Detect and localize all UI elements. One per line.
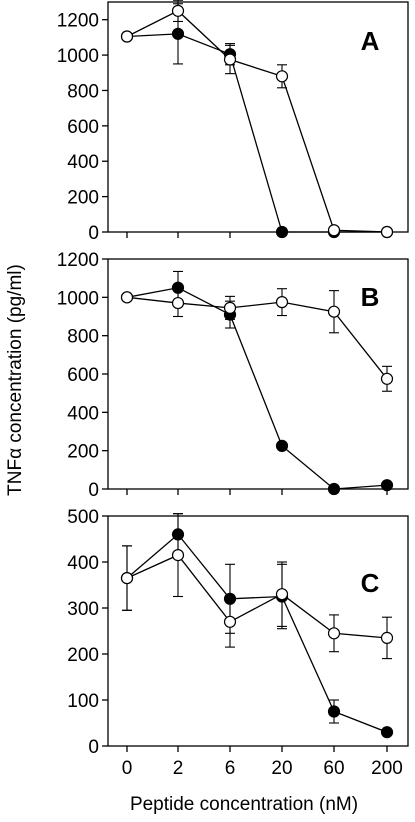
data-point — [327, 305, 341, 318]
data-point — [275, 588, 289, 601]
y-tick-label: 1200 — [57, 11, 99, 32]
x-tick-label: 6 — [225, 758, 236, 779]
panel-letter: A — [361, 26, 380, 56]
series-line — [126, 296, 388, 380]
y-tick-label: 400 — [67, 152, 99, 173]
data-point — [120, 571, 134, 585]
series-line — [126, 533, 388, 733]
x-tick-label: 20 — [271, 758, 292, 779]
y-tick-label: 800 — [67, 327, 99, 348]
panel-letter: C — [361, 568, 380, 598]
data-point — [275, 439, 289, 452]
data-point — [223, 53, 237, 66]
y-tick-label: 0 — [88, 480, 99, 501]
y-tick-label: 500 — [67, 507, 99, 528]
series-line — [126, 33, 387, 233]
plot-frame — [107, 1, 409, 233]
data-point — [171, 27, 185, 40]
y-axis-label: TNFα concentration (pg/ml) — [5, 264, 26, 496]
series-open — [120, 0, 394, 239]
y-tick-label: 200 — [67, 188, 99, 209]
y-tick-label: 0 — [88, 737, 99, 758]
x-axis-label: Peptide concentration (nM) — [130, 794, 358, 815]
data-point — [380, 631, 394, 645]
y-tick-label: 400 — [67, 403, 99, 424]
y-tick-label: 200 — [67, 645, 99, 666]
panel-c: 0 100 200 300 400 500 0 2 6 20 60 200 C — [67, 507, 409, 779]
series-filled — [120, 3, 394, 239]
panel-letter: B — [361, 282, 380, 312]
series-line — [126, 554, 388, 639]
series-line — [126, 10, 388, 233]
y-tick-label: 0 — [88, 223, 99, 244]
y-tick-label: 300 — [67, 599, 99, 620]
y-tick-label: 1000 — [57, 288, 99, 309]
y-tick-label: 1200 — [57, 250, 99, 271]
data-point — [120, 291, 134, 304]
x-tick-label: 2 — [173, 758, 184, 779]
y-tick-label: 100 — [67, 691, 99, 712]
plot-frame — [107, 515, 409, 747]
data-point — [275, 70, 289, 83]
data-point — [380, 225, 394, 239]
data-point — [327, 224, 341, 237]
data-point — [171, 548, 185, 562]
data-point — [275, 225, 289, 239]
data-point — [223, 615, 237, 628]
data-point — [327, 482, 341, 496]
series-open — [120, 288, 394, 392]
series-filled — [120, 513, 394, 739]
data-point — [380, 726, 394, 739]
y-tick-label: 600 — [67, 117, 99, 138]
y-tick-label: 200 — [67, 442, 99, 463]
data-point — [275, 296, 289, 309]
y-tick-label: 600 — [67, 365, 99, 386]
y-tick-label: 400 — [67, 553, 99, 574]
data-point — [327, 705, 341, 718]
data-point — [120, 30, 134, 43]
x-tick-label: 60 — [323, 758, 344, 779]
data-point — [327, 627, 341, 640]
series-line — [126, 287, 388, 490]
y-tick-label: 800 — [67, 81, 99, 102]
data-point — [171, 4, 185, 17]
data-point — [380, 372, 394, 385]
x-tick-label: 0 — [122, 758, 133, 779]
x-tick-label: 200 — [371, 758, 403, 779]
data-point — [223, 301, 237, 314]
panel-b: 0 200 400 600 800 1000 1200 B — [57, 250, 409, 501]
series-open — [120, 513, 394, 660]
panels: 020040060080010001200A020040060080010001… — [57, 0, 409, 779]
data-point — [380, 479, 394, 492]
data-point — [171, 296, 185, 310]
y-tick-label: 1000 — [57, 46, 99, 67]
panel-a: 0 200 400 600 800 1000 1200 A — [57, 0, 409, 244]
